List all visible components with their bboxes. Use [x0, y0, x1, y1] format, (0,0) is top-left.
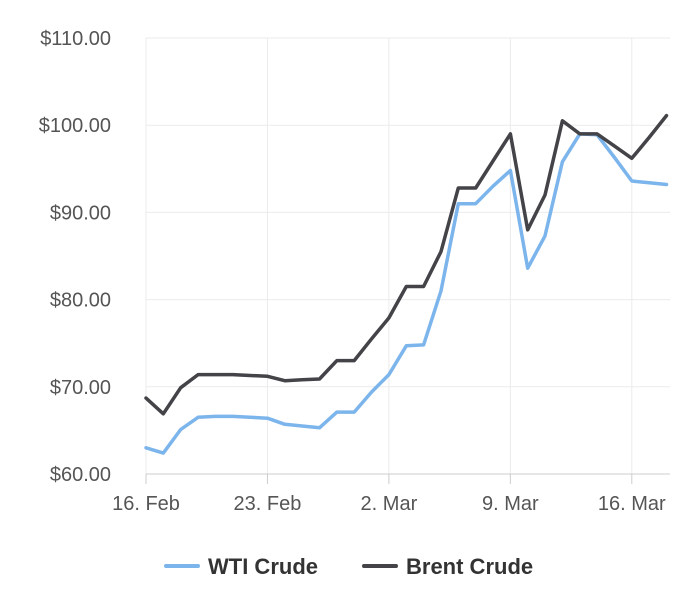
y-tick-label: $100.00 — [39, 115, 111, 137]
series-line-brent-crude[interactable] — [144, 113, 669, 416]
gridlines — [145, 37, 670, 474]
legend-label: WTI Crude — [208, 554, 318, 579]
series-line-wti-crude[interactable] — [144, 132, 669, 455]
x-tick-label: 16. Feb — [112, 493, 180, 515]
y-tick-label: $110.00 — [40, 28, 111, 50]
legend-item-wti-crude[interactable]: WTI Crude — [164, 554, 318, 579]
y-tick-label: $90.00 — [50, 202, 111, 224]
legend: WTI Crude Brent Crude — [164, 554, 533, 579]
x-tick-label: 16. Mar — [598, 493, 666, 515]
series-lines — [144, 113, 669, 455]
x-tick-label: 2. Mar — [361, 493, 418, 515]
y-tick-label: $60.00 — [50, 464, 111, 486]
y-tick-label: $70.00 — [50, 377, 111, 399]
axes: $60.00 $70.00 $80.00 $90.00 $100.00 $110.00 16… — [39, 28, 670, 515]
legend-item-brent-crude[interactable]: Brent Crude — [362, 554, 533, 579]
legend-label: Brent Crude — [406, 554, 533, 579]
x-tick-label: 23. Feb — [234, 493, 302, 515]
x-tick-label: 9. Mar — [482, 493, 539, 515]
y-tick-label: $80.00 — [50, 290, 111, 312]
